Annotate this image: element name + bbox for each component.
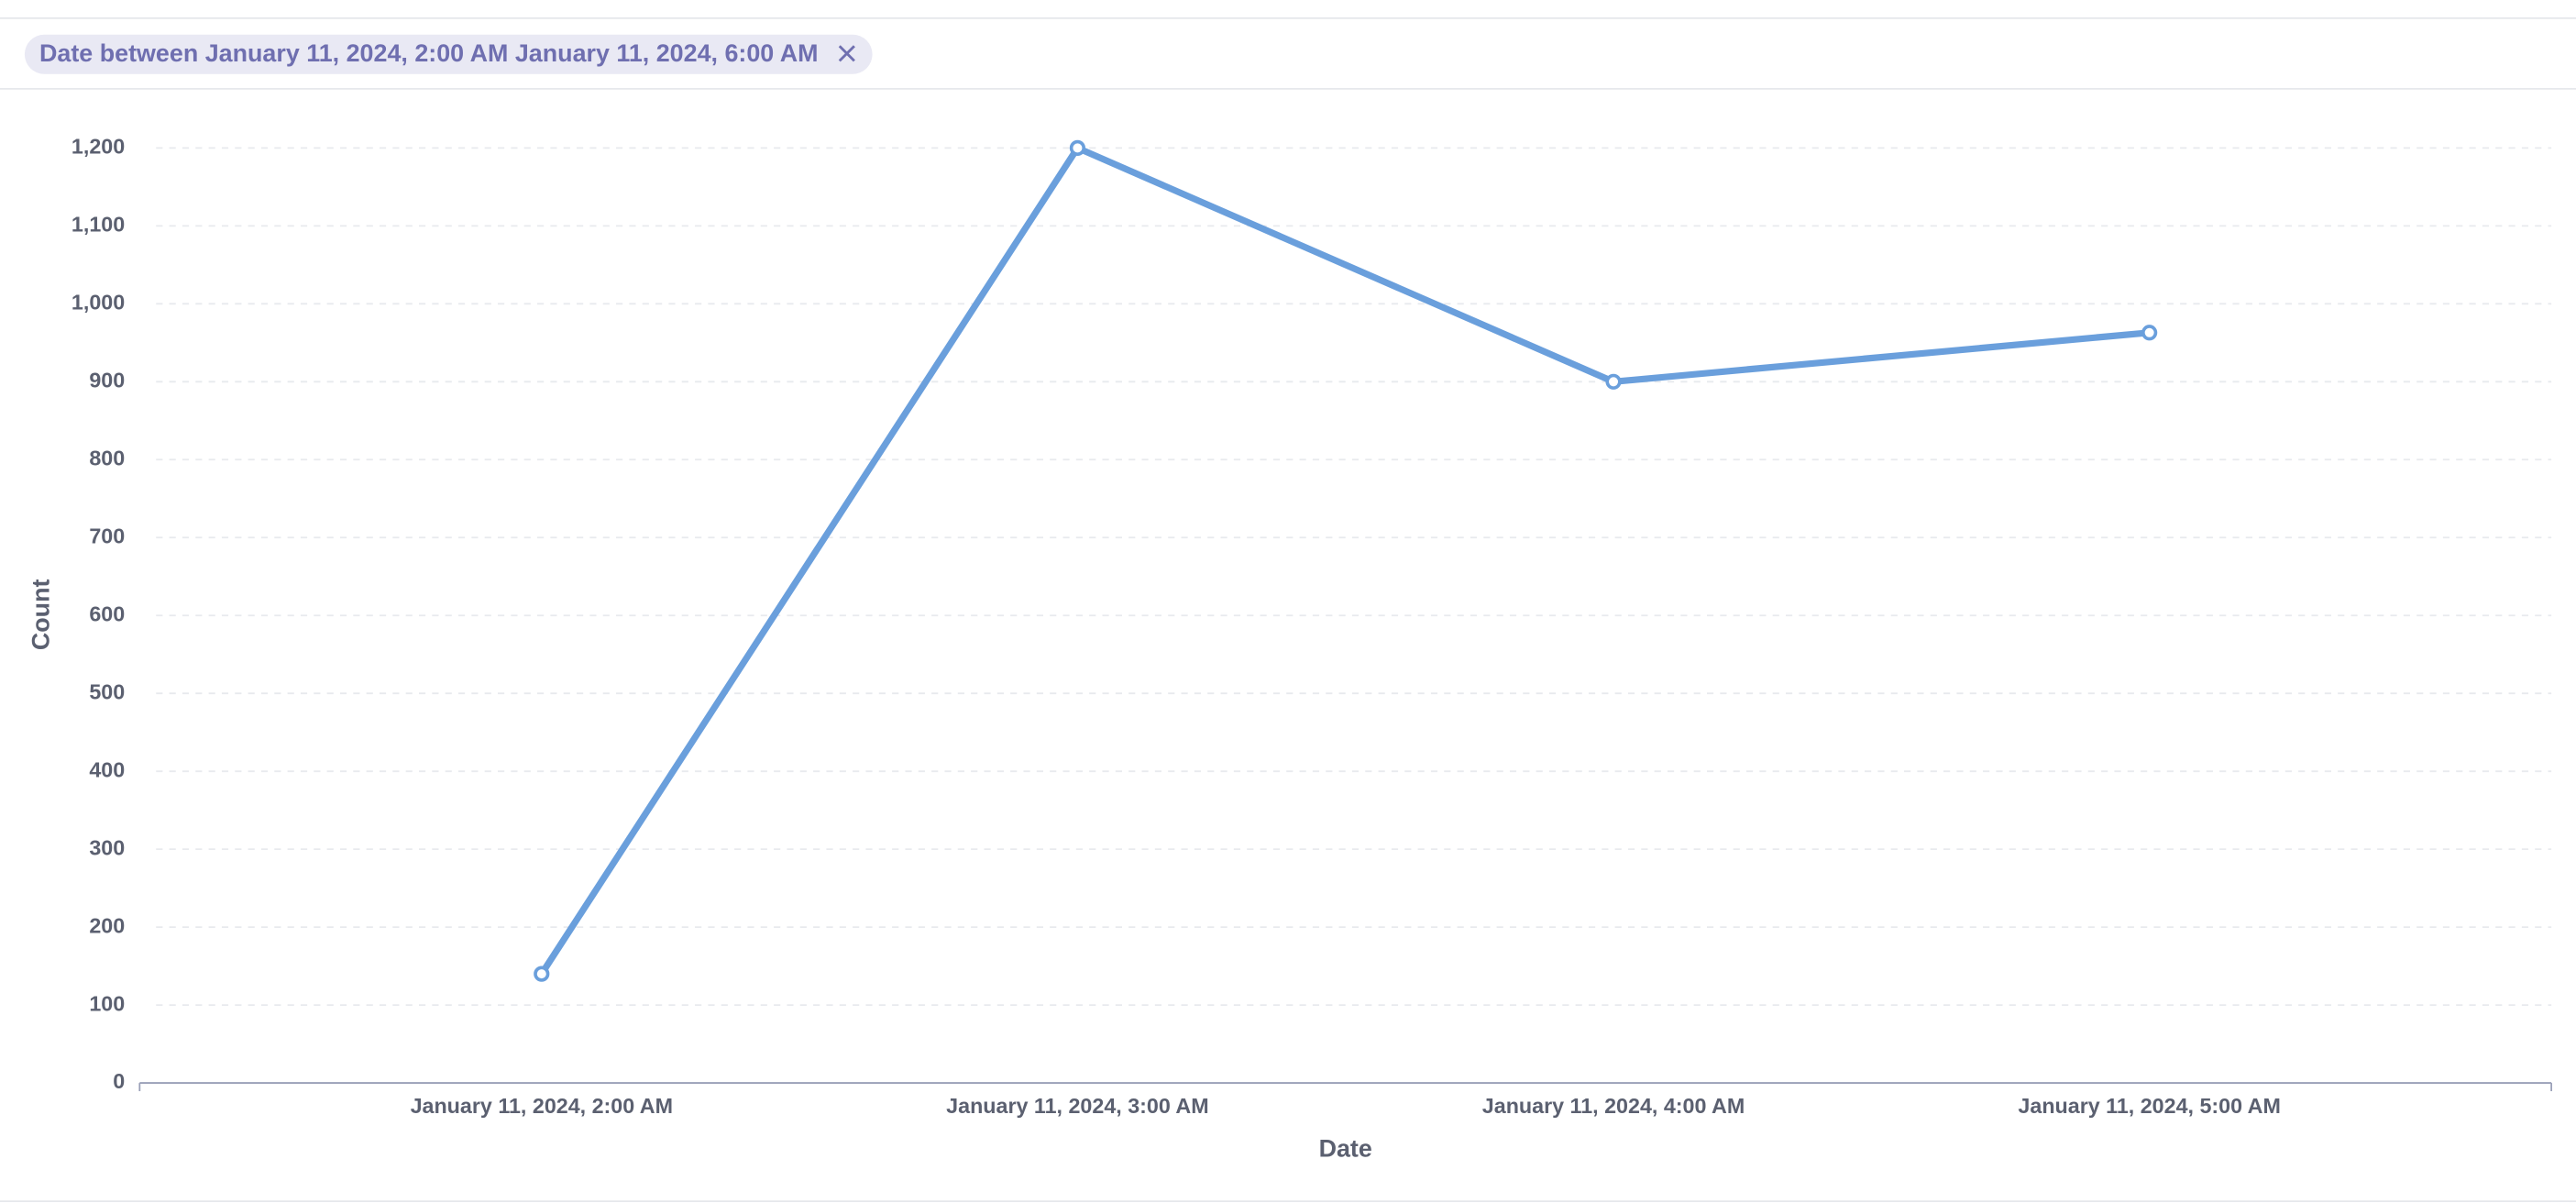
filter-pill[interactable]	[24, 34, 873, 74]
x-tick-label: January 11, 2024, 5:00 AM	[2018, 1094, 2280, 1118]
y-tick-label: 0	[113, 1069, 125, 1093]
series-line	[538, 144, 2150, 977]
x-axis-title: Date	[1319, 1135, 1372, 1163]
x-tick-label: January 11, 2024, 3:00 AM	[946, 1094, 1208, 1118]
filter-close[interactable]	[838, 45, 855, 62]
filter-label: Date between January 11, 2024, 2:00 AM J…	[39, 39, 819, 67]
data-point	[534, 966, 550, 982]
y-tick-label: 900	[89, 368, 125, 392]
data-point	[1069, 139, 1086, 156]
y-tick-label: 300	[89, 835, 125, 859]
y-tick-label: 1,200	[72, 135, 125, 159]
y-tick-label: 1,000	[72, 290, 125, 314]
y-tick-label: 400	[89, 757, 125, 781]
y-tick-label: 800	[89, 446, 125, 469]
data-point	[1605, 373, 1622, 390]
y-tick-label: 600	[89, 602, 125, 625]
y-axis-title: Count	[28, 579, 55, 650]
y-tick-label: 1,100	[72, 213, 125, 237]
data-point	[2141, 325, 2158, 341]
x-tick-label: January 11, 2024, 2:00 AM	[411, 1094, 673, 1118]
y-tick-label: 700	[89, 524, 125, 547]
y-tick-label: 200	[89, 913, 125, 937]
y-tick-label: 500	[89, 679, 125, 703]
x-tick-label: January 11, 2024, 4:00 AM	[1482, 1094, 1745, 1118]
y-tick-label: 100	[89, 991, 125, 1015]
